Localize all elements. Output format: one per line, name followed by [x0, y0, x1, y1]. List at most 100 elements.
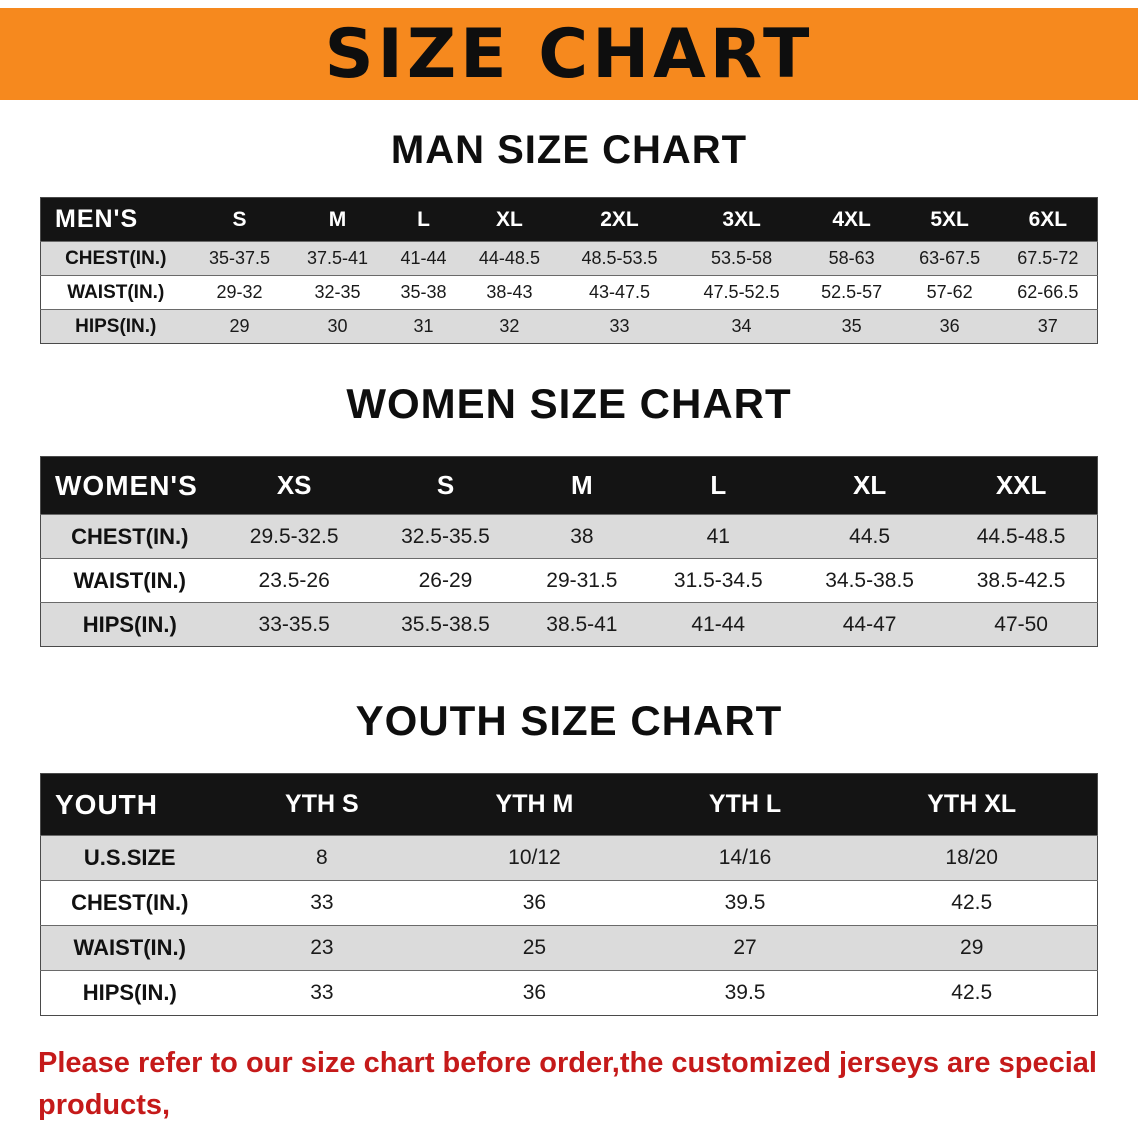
- size-value-cell: 30: [327, 316, 348, 336]
- size-header-cell: M: [521, 456, 643, 515]
- size-value-cell: 34.5-38.5: [825, 568, 914, 592]
- size-value-cell: 38.5-41: [546, 612, 618, 636]
- size-header-cell: XL: [460, 197, 559, 242]
- size-value-cell: 57-62: [926, 282, 973, 302]
- size-value-cell: 33-35.5: [258, 612, 330, 636]
- size-header-cell: S: [190, 197, 289, 242]
- size-value-cell: 35.5-38.5: [401, 612, 490, 636]
- row-label-cell: CHEST(IN.): [71, 523, 189, 549]
- size-table: MEN'S S M L XL 2XL 3XL 4XL 5XL 6XL CHEST(IN.) 35-37…: [40, 197, 1098, 344]
- table-row: CHEST(IN.) 29.5-32.5 32.5-35.5 38 41 44.5 44.5…: [40, 514, 1098, 559]
- size-value-cell: 42.5: [951, 981, 993, 1004]
- size-header-cell: 2XL: [558, 197, 681, 242]
- size-value-cell: 41-44: [691, 612, 746, 636]
- size-value-cell: 27: [733, 936, 757, 959]
- size-value-cell: 26-29: [418, 568, 473, 592]
- row-label-cell: CHEST(IN.): [65, 247, 167, 269]
- size-value-cell: 53.5-58: [711, 248, 773, 268]
- table-row: CHEST(IN.) 33 36 39.5 42.5: [40, 880, 1098, 926]
- size-value-cell: 44.5-48.5: [976, 524, 1066, 548]
- size-value-cell: 32-35: [314, 282, 361, 302]
- size-value-cell: 42.5: [951, 891, 993, 914]
- row-label-cell: WAIST(IN.): [67, 281, 165, 303]
- row-label-cell: HIPS(IN.): [82, 611, 177, 637]
- size-value-cell: 62-66.5: [1017, 282, 1079, 302]
- size-value-cell: 29: [960, 936, 984, 959]
- footer-note: Please refer to our size chart before or…: [38, 1042, 1100, 1132]
- size-value-cell: 32: [499, 316, 520, 336]
- table-row: U.S.SIZE 8 10/12 14/16 18/20: [40, 835, 1098, 881]
- table-row: HIPS(IN.) 33 36 39.5 42.5: [40, 970, 1098, 1016]
- men-size-table-container: MEN'S S M L XL 2XL 3XL 4XL 5XL 6XL CHEST(IN.) 35-37…: [0, 197, 1138, 344]
- size-value-cell: 8: [316, 846, 328, 869]
- table-header-row: MEN'S S M L XL 2XL 3XL 4XL 5XL 6XL: [40, 197, 1098, 242]
- size-value-cell: 33: [310, 891, 334, 914]
- women-section-heading: WOMEN SIZE CHART: [346, 380, 792, 427]
- size-value-cell: 33: [310, 981, 334, 1004]
- table-row: WAIST(IN.) 23 25 27 29: [40, 925, 1098, 971]
- size-value-cell: 43-47.5: [588, 282, 651, 302]
- row-label-cell: U.S.SIZE: [83, 845, 176, 870]
- size-value-cell: 44.5: [849, 524, 891, 548]
- women-size-table-container: WOMEN'S XS S M L XL XXL CHEST(IN.) 29.5-32.5 32.5…: [0, 456, 1138, 647]
- table-row: CHEST(IN.) 35-37.5 37.5-41 41-44 44-48.5 48.5…: [40, 241, 1098, 276]
- size-value-cell: 31: [413, 316, 434, 336]
- size-value-cell: 39.5: [724, 981, 766, 1004]
- size-value-cell: 36: [939, 316, 960, 336]
- size-value-cell: 52.5-57: [821, 282, 883, 302]
- size-value-cell: 14/16: [718, 846, 772, 869]
- size-header-cell: L: [386, 197, 461, 242]
- size-value-cell: 44-48.5: [478, 248, 540, 268]
- women-size-section: WOMEN SIZE CHART WOMEN'S XS S M L XL XXL CHEST(…: [0, 380, 1138, 647]
- table-row: WAIST(IN.) 23.5-26 26-29 29-31.5 31.5-34.5 34…: [40, 558, 1098, 603]
- row-label-cell: WAIST(IN.): [73, 935, 186, 960]
- size-header-cell: 3XL: [680, 197, 803, 242]
- size-value-cell: 36: [522, 891, 547, 914]
- size-table: WOMEN'S XS S M L XL XXL CHEST(IN.) 29.5-32.5 32.5…: [40, 456, 1098, 647]
- table-row: HIPS(IN.) 33-35.5 35.5-38.5 38.5-41 41-44 44-…: [40, 602, 1098, 647]
- row-label-cell: CHEST(IN.): [71, 890, 189, 915]
- table-title-cell: MEN'S: [40, 197, 191, 242]
- size-value-cell: 35: [841, 316, 862, 336]
- size-value-cell: 38: [570, 524, 594, 548]
- size-value-cell: 67.5-72: [1017, 248, 1079, 268]
- size-value-cell: 35-37.5: [208, 248, 271, 268]
- size-value-cell: 35-38: [400, 282, 447, 302]
- size-header-cell: S: [369, 456, 522, 515]
- size-value-cell: 48.5-53.5: [581, 248, 658, 268]
- size-header-cell: 5XL: [900, 197, 999, 242]
- size-value-cell: 63-67.5: [919, 248, 981, 268]
- size-value-cell: 47.5-52.5: [703, 282, 780, 302]
- row-label-cell: WAIST(IN.): [73, 567, 186, 593]
- men-section-heading: MAN SIZE CHART: [390, 128, 748, 172]
- footer-note-line-2: we don't accept cancel, change, teturn o…: [38, 1126, 1100, 1132]
- footer-note-line-1: Please refer to our size chart before or…: [38, 1047, 1097, 1121]
- table-row: HIPS(IN.) 29 30 31 32 33 34 35 36 37: [40, 309, 1098, 344]
- size-value-cell: 29.5-32.5: [249, 524, 339, 548]
- size-value-cell: 39.5: [724, 891, 766, 914]
- size-value-cell: 29-31.5: [546, 568, 618, 592]
- banner: SIZE CHART: [0, 8, 1138, 100]
- size-value-cell: 18/20: [945, 846, 998, 869]
- size-value-cell: 29: [229, 316, 250, 336]
- size-value-cell: 38.5-42.5: [976, 568, 1066, 592]
- size-value-cell: 44-47: [842, 612, 897, 636]
- size-header-cell: YTH M: [425, 773, 644, 836]
- size-value-cell: 31.5-34.5: [673, 568, 763, 592]
- size-value-cell: 36: [522, 981, 547, 1004]
- table-title-cell: WOMEN'S: [40, 456, 219, 515]
- size-header-cell: XS: [218, 456, 370, 515]
- size-value-cell: 41-44: [400, 248, 447, 268]
- size-header-cell: XXL: [945, 456, 1098, 515]
- size-value-cell: 25: [522, 936, 547, 959]
- size-header-cell: XL: [793, 456, 946, 515]
- size-table: YOUTH YTH S YTH M YTH L YTH XL U.S.SIZE 8 10/12…: [40, 773, 1098, 1016]
- size-value-cell: 34: [731, 316, 752, 336]
- size-value-cell: 38-43: [486, 282, 533, 302]
- size-value-cell: 47-50: [994, 612, 1048, 636]
- size-value-cell: 23: [310, 936, 334, 959]
- row-label-cell: HIPS(IN.): [75, 315, 157, 337]
- size-header-cell: YTH XL: [846, 773, 1098, 836]
- size-value-cell: 58-63: [828, 248, 875, 268]
